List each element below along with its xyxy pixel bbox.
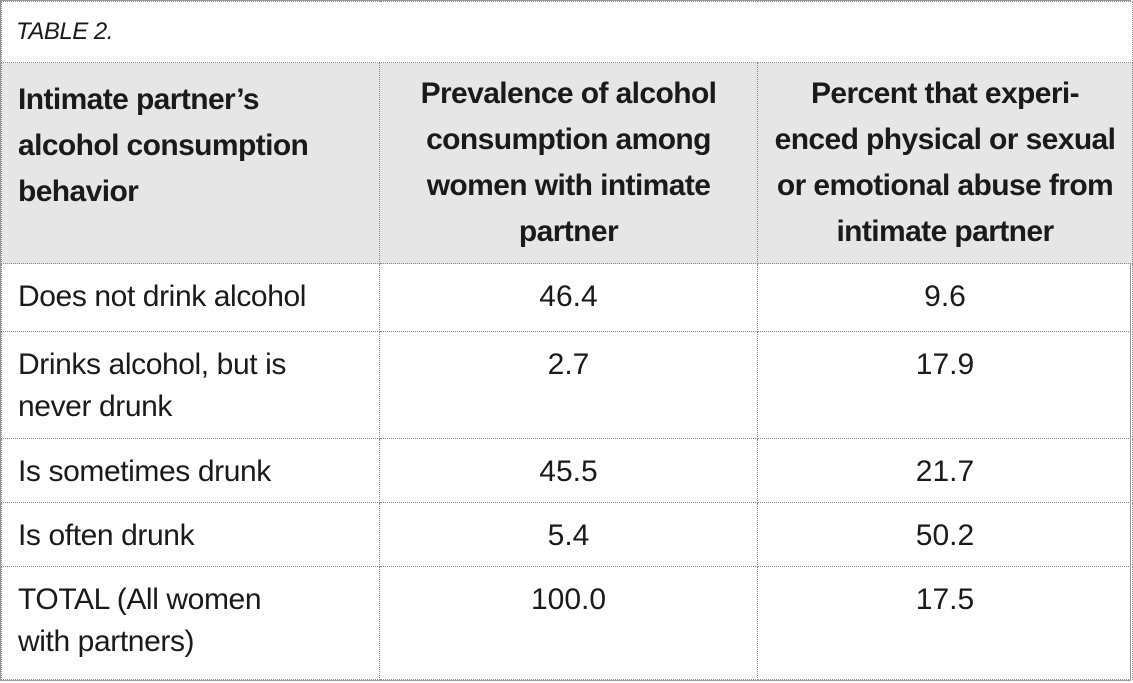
row-label-line: Is sometimes drunk — [18, 454, 271, 488]
row-label-line: TOTAL (All women — [18, 583, 262, 617]
prevalence-cell: 46.4 — [379, 263, 758, 333]
header-line: Intimate partner’s — [18, 83, 260, 117]
header-row: Intimate partner’s alcohol consumption b… — [1, 62, 1133, 265]
header-line: Prevalence of alcohol — [420, 77, 717, 111]
prevalence-cell: 45.5 — [379, 437, 758, 504]
header-line: or emotional abuse from — [776, 169, 1114, 203]
row-label-line: never drunk — [18, 390, 173, 424]
caption-row: TABLE 2. — [1, 0, 1133, 64]
header-line: enced physical or sexual — [774, 123, 1116, 157]
abuse-cell: 50.2 — [757, 502, 1133, 568]
header-prevalence: Prevalence of alcohol consumption among … — [379, 62, 758, 265]
table-row-total: TOTAL (All women with partners) 100.0 17… — [1, 566, 1133, 680]
row-label: Does not drink alcohol — [1, 263, 380, 333]
abuse-cell: 9.6 — [757, 263, 1133, 333]
abuse-cell: 17.5 — [757, 566, 1133, 680]
abuse-cell: 17.9 — [757, 331, 1133, 439]
prevalence-cell: 2.7 — [379, 331, 758, 439]
table-row: Is sometimes drunk 45.5 21.7 — [1, 437, 1133, 504]
row-label-line: Does not drink alcohol — [18, 280, 307, 314]
row-label-line: Drinks alcohol, but is — [18, 348, 286, 382]
abuse-cell: 21.7 — [757, 437, 1133, 504]
row-label: Is sometimes drunk — [1, 437, 380, 504]
row-label: Is often drunk — [1, 502, 380, 568]
table-caption: TABLE 2. — [1, 0, 1133, 64]
prevalence-cell: 100.0 — [379, 566, 758, 680]
prevalence-cell: 5.4 — [379, 502, 758, 568]
header-line: intimate partner — [836, 215, 1054, 249]
row-label: TOTAL (All women with partners) — [1, 566, 380, 680]
table-row: Is often drunk 5.4 50.2 — [1, 502, 1133, 568]
table-row: Does not drink alcohol 46.4 9.6 — [1, 263, 1133, 333]
row-label-line: Is often drunk — [18, 519, 195, 553]
table-row: Drinks alcohol, but is never drunk 2.7 1… — [1, 331, 1133, 439]
header-abuse-percent: Percent that experi- enced physical or s… — [757, 62, 1133, 265]
header-line: Percent that experi- — [810, 77, 1080, 111]
row-label: Drinks alcohol, but is never drunk — [1, 331, 380, 439]
header-partner-behavior: Intimate partner’s alcohol consumption b… — [1, 62, 380, 265]
header-line: women with intimate — [426, 169, 711, 203]
row-label-line: with partners) — [18, 625, 195, 659]
header-line: behavior — [18, 175, 139, 209]
header-line: partner — [518, 215, 619, 249]
header-line: consumption among — [426, 123, 711, 157]
header-line: alcohol consumption — [18, 129, 309, 163]
